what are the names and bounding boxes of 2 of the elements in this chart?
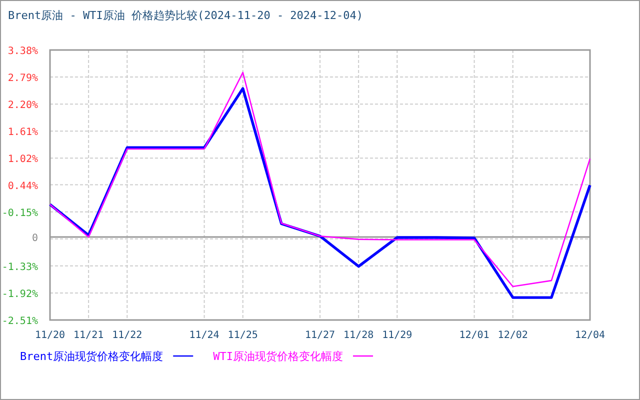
title: Brent原油 - WTI原油 价格趋势比较(2024-11-20 - 2024-12-04) xyxy=(8,9,364,22)
annotation: 0 xyxy=(32,233,38,244)
